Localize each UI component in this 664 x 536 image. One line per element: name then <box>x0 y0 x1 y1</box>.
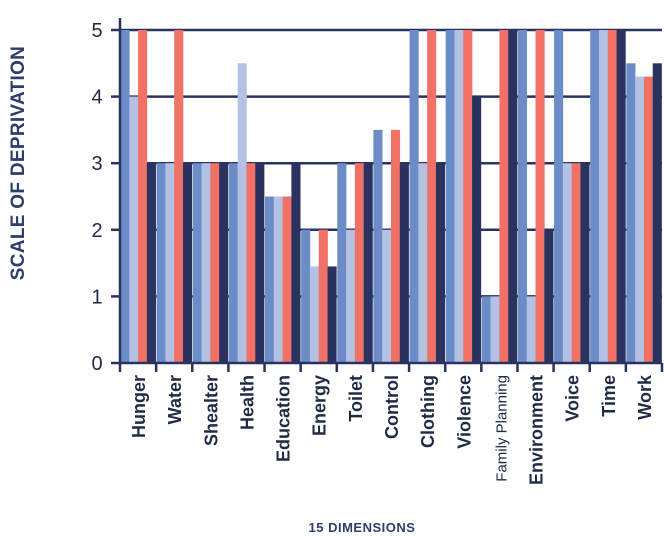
bar-environment-s3 <box>535 30 545 363</box>
bar-voice-s4 <box>580 163 590 363</box>
bar-education-s2 <box>273 196 283 363</box>
bar-water-s4 <box>183 163 193 363</box>
bar-time-s1 <box>590 30 600 363</box>
bar-shealter-s2 <box>201 163 211 363</box>
bar-work-s1 <box>626 63 636 364</box>
bar-family-planning-s2 <box>490 296 500 363</box>
x-tick-label: Shealter <box>201 375 221 446</box>
bar-environment-s2 <box>526 296 536 363</box>
bar-toilet-s4 <box>363 163 373 363</box>
bar-water-s2 <box>165 163 175 363</box>
x-tick-label: Control <box>382 375 402 439</box>
bar-family-planning-s4 <box>508 30 518 363</box>
bar-education-s4 <box>291 163 301 363</box>
x-tick-label: Violence <box>454 375 474 449</box>
bar-time-s3 <box>607 30 617 363</box>
bar-voice-s1 <box>554 30 564 363</box>
bar-violence-s2 <box>454 30 464 363</box>
y-tick-label: 2 <box>91 220 102 242</box>
x-tick-label: Clothing <box>418 375 438 448</box>
y-tick-label: 0 <box>91 353 102 375</box>
bar-toilet-s2 <box>346 229 356 363</box>
x-tick-label: Hunger <box>129 375 149 438</box>
bar-energy-s4 <box>327 266 337 363</box>
bar-energy-s2 <box>309 266 320 363</box>
bar-health-s4 <box>255 163 265 363</box>
x-tick-label: Toilet <box>346 375 366 422</box>
x-tick-label: Energy <box>310 375 330 436</box>
x-axis-title: 15 DIMENSIONS <box>309 520 416 535</box>
y-tick-label: 5 <box>91 20 102 42</box>
bar-work-s4 <box>652 63 662 364</box>
bar-violence-s3 <box>463 30 473 363</box>
bar-voice-s3 <box>571 163 581 363</box>
bar-hunger-s2 <box>129 96 139 363</box>
bar-voice-s2 <box>562 163 572 363</box>
bar-water-s3 <box>174 30 184 363</box>
bar-environment-s1 <box>517 30 528 363</box>
x-tick-label: Voice <box>563 375 583 422</box>
bar-time-s4 <box>616 30 626 363</box>
bar-clothing-s3 <box>427 30 437 363</box>
bar-clothing-s2 <box>418 163 428 363</box>
bars <box>120 30 662 364</box>
bar-toilet-s3 <box>354 163 364 363</box>
x-tick-label: Water <box>165 375 185 424</box>
y-tick-label: 4 <box>91 87 102 109</box>
bar-environment-s4 <box>544 229 554 363</box>
bar-hunger-s4 <box>146 163 156 363</box>
bar-control-s4 <box>399 163 409 363</box>
bar-violence-s1 <box>445 30 455 363</box>
bar-family-planning-s1 <box>481 296 491 363</box>
bar-clothing-s1 <box>409 30 419 363</box>
labels: 0 1 2 3 4 5 Hunger Water Shealter Health Education… <box>91 20 654 485</box>
bar-energy-s1 <box>301 229 311 363</box>
bar-health-s1 <box>228 163 238 363</box>
bar-health-s2 <box>237 63 247 364</box>
bar-clothing-s4 <box>435 163 446 363</box>
bar-control-s1 <box>373 129 383 363</box>
x-tick-label: Health <box>237 375 257 430</box>
axes <box>111 18 664 372</box>
bar-health-s3 <box>246 163 256 363</box>
bar-hunger-s3 <box>138 30 148 363</box>
bar-work-s3 <box>643 76 654 364</box>
bar-water-s1 <box>156 163 166 363</box>
bar-shealter-s4 <box>219 163 229 363</box>
bar-toilet-s1 <box>337 163 347 363</box>
y-tick-label: 3 <box>91 153 102 175</box>
bar-time-s2 <box>599 30 609 363</box>
bar-shealter-s3 <box>210 163 220 363</box>
x-tick-label: Family Planning <box>493 375 510 482</box>
y-tick-label: 1 <box>91 286 102 308</box>
bar-education-s1 <box>265 196 275 363</box>
y-axis-title: SCALE OF DEPRIVATION <box>8 46 29 280</box>
x-tick-label: Education <box>274 375 294 462</box>
x-tick-label: Work <box>635 374 655 420</box>
bar-family-planning-s3 <box>499 30 509 363</box>
bar-hunger-s1 <box>120 30 130 363</box>
bar-violence-s4 <box>472 96 482 363</box>
bar-work-s2 <box>635 76 645 364</box>
bar-control-s3 <box>391 129 401 363</box>
bar-shealter-s1 <box>192 163 202 363</box>
x-tick-label: Time <box>599 375 619 417</box>
x-tick-label: Environment <box>527 375 547 485</box>
bar-energy-s3 <box>318 229 328 363</box>
bar-control-s2 <box>382 229 392 363</box>
bar-education-s3 <box>282 196 292 363</box>
